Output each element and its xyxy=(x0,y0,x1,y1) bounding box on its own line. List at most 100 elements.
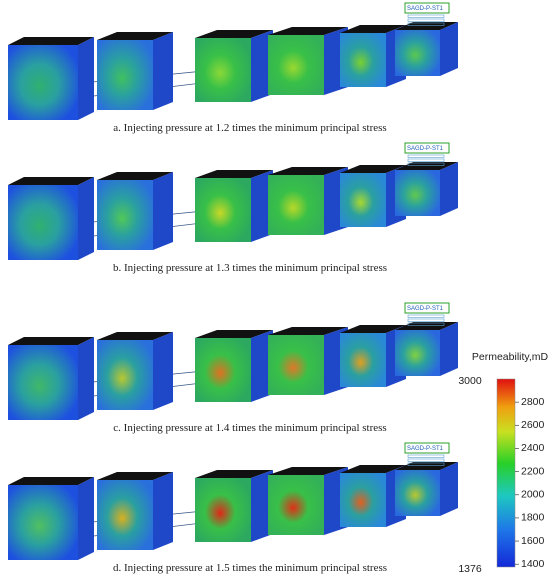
block-side xyxy=(251,170,273,242)
well-label-stack xyxy=(407,322,445,326)
well-label-box xyxy=(404,302,450,314)
block-top xyxy=(97,332,173,340)
block-front xyxy=(395,470,440,516)
block-front xyxy=(268,35,324,95)
block-top xyxy=(195,30,273,38)
block-side xyxy=(153,472,173,550)
colorbar: Permeability,mD 3000 1376 1400 1600 1800 2000… xyxy=(458,351,548,575)
block-front xyxy=(8,345,78,420)
block-front xyxy=(195,338,251,402)
block-front xyxy=(340,333,386,387)
colorbar-max: 3000 xyxy=(458,375,482,387)
block-top xyxy=(395,462,458,470)
block-top xyxy=(195,470,273,478)
block-side xyxy=(78,477,94,560)
block-front xyxy=(340,473,386,527)
block-top xyxy=(97,472,173,480)
colorbar-tick-label: 2200 xyxy=(521,465,545,477)
block-top xyxy=(395,22,458,30)
block-side xyxy=(251,470,273,542)
colorbar-title: Permeability,mD xyxy=(472,351,549,363)
well-label-stack xyxy=(407,454,445,458)
well-label-stack xyxy=(407,18,445,22)
block-side xyxy=(78,37,94,120)
block-top xyxy=(8,37,94,45)
block-front xyxy=(97,340,153,410)
block-top xyxy=(395,162,458,170)
block-side xyxy=(251,330,273,402)
block-top xyxy=(97,172,173,180)
block-front xyxy=(395,330,440,376)
colorbar-tick-label: 2800 xyxy=(521,396,545,408)
block-side xyxy=(153,32,173,110)
well-label-stack xyxy=(407,154,445,158)
colorbar-tick-label: 2000 xyxy=(521,489,545,501)
well-label-stack xyxy=(407,318,445,322)
well-label: SAGD-P-ST1 xyxy=(407,6,444,12)
well-label-box xyxy=(404,142,450,154)
colorbar-ramp xyxy=(496,378,516,568)
block-front xyxy=(340,173,386,227)
block-top xyxy=(268,327,348,335)
block-front xyxy=(395,170,440,216)
block-top xyxy=(395,322,458,330)
block-front xyxy=(195,178,251,242)
panel: SAGD-P-ST1 d. Injecting pressure at 1.5 t… xyxy=(8,442,458,574)
well-label-box xyxy=(404,2,450,14)
block-top xyxy=(195,170,273,178)
well-label-box xyxy=(404,442,450,454)
colorbar-min: 1376 xyxy=(458,563,482,575)
colorbar-tick-label: 1800 xyxy=(521,512,545,524)
well-label-stack xyxy=(407,162,445,166)
block-side xyxy=(78,337,94,420)
block-side xyxy=(440,162,458,216)
block-front xyxy=(8,185,78,260)
block-top xyxy=(340,325,406,333)
block-front xyxy=(97,40,153,110)
block-front xyxy=(97,180,153,250)
colorbar-tick-label: 1400 xyxy=(521,558,545,570)
block-side xyxy=(251,30,273,102)
block-front xyxy=(97,480,153,550)
panel: SAGD-P-ST1 c. Injecting pressure at 1.4 t… xyxy=(8,302,458,434)
colorbar-tick-label: 2400 xyxy=(521,442,545,454)
block-side xyxy=(153,332,173,410)
block-top xyxy=(340,465,406,473)
well-label-stack xyxy=(407,14,445,18)
block-front xyxy=(268,175,324,235)
block-side xyxy=(440,22,458,76)
well-label: SAGD-P-ST1 xyxy=(407,146,444,152)
block-top xyxy=(8,337,94,345)
block-front xyxy=(8,485,78,560)
block-front xyxy=(8,45,78,120)
block-front xyxy=(268,475,324,535)
panel: SAGD-P-ST1 b. Injecting pressure at 1.3 t… xyxy=(8,142,458,274)
block-side xyxy=(440,322,458,376)
block-front xyxy=(340,33,386,87)
block-top xyxy=(195,330,273,338)
block-front xyxy=(195,478,251,542)
block-front xyxy=(195,38,251,102)
well-label-stack xyxy=(407,158,445,162)
block-top xyxy=(340,25,406,33)
well-label-stack xyxy=(407,314,445,318)
colorbar-tick-label: 2600 xyxy=(521,419,545,431)
block-side xyxy=(78,177,94,260)
well-label: SAGD-P-ST1 xyxy=(407,446,444,452)
well-label: SAGD-P-ST1 xyxy=(407,306,444,312)
block-front xyxy=(395,30,440,76)
block-top xyxy=(268,167,348,175)
well-label-stack xyxy=(407,462,445,466)
block-top xyxy=(97,32,173,40)
block-side xyxy=(440,462,458,516)
block-side xyxy=(153,172,173,250)
caption: a. Injecting pressure at 1.2 times the m… xyxy=(113,122,386,134)
caption: b. Injecting pressure at 1.3 times the m… xyxy=(113,262,387,274)
panels: SAGD-P-ST1 a. Injecting pressure at 1.2 t… xyxy=(8,2,458,574)
caption: d. Injecting pressure at 1.5 times the m… xyxy=(113,562,387,574)
panel: SAGD-P-ST1 a. Injecting pressure at 1.2 t… xyxy=(8,2,458,134)
block-top xyxy=(8,177,94,185)
caption: c. Injecting pressure at 1.4 times the m… xyxy=(113,422,386,434)
block-top xyxy=(8,477,94,485)
